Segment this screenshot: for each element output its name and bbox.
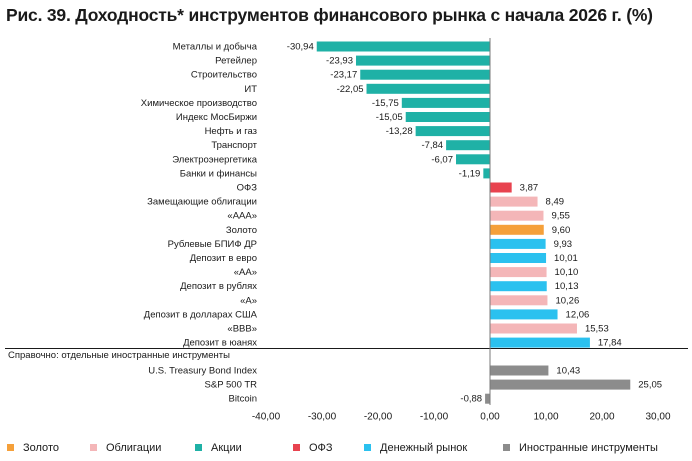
x-tick-label: -20,00 (364, 412, 393, 423)
x-tick-label: 20,00 (589, 412, 614, 423)
data-label: 10,01 (554, 253, 578, 264)
legend-swatch (503, 444, 510, 451)
bar (405, 112, 490, 122)
category-label: Нефть и газ (205, 126, 257, 137)
data-label: 17,84 (598, 338, 622, 349)
legend-entry: Денежный рынок (380, 442, 467, 454)
category-label: Банки и финансы (180, 168, 257, 179)
legend-entry: Иностранные инструменты (519, 442, 658, 454)
bar (490, 337, 590, 348)
data-label: 8,49 (546, 197, 565, 208)
bar (490, 323, 577, 334)
x-tick-label: 10,00 (533, 412, 558, 423)
legend-entry: Золото (23, 442, 59, 454)
bar (456, 154, 490, 165)
legend-swatch (364, 444, 371, 451)
x-tick-label: -30,00 (308, 412, 337, 423)
bar (490, 182, 512, 193)
data-label: -23,93 (326, 56, 353, 67)
data-label: -15,05 (376, 112, 403, 123)
bar (490, 210, 544, 221)
data-label: -1,19 (459, 168, 481, 179)
bar (360, 69, 490, 80)
category-label: «ВВВ» (227, 324, 257, 335)
chart-title: Рис. 39. Доходность* инструментов финанс… (6, 5, 653, 25)
data-label: 15,53 (585, 324, 609, 335)
category-label: «ААА» (227, 211, 257, 222)
bar (490, 267, 547, 278)
bar (490, 295, 548, 306)
category-label: Рублевые БПИФ ДР (168, 239, 257, 250)
category-label: Депозит в рублях (180, 281, 257, 292)
data-label: -30,94 (287, 42, 314, 53)
data-label: 10,10 (555, 267, 579, 278)
bar (490, 253, 547, 263)
bar (490, 196, 538, 207)
legend-entry: Акции (211, 442, 242, 454)
data-label: 10,43 (556, 366, 580, 377)
data-label: 10,26 (555, 295, 579, 306)
category-label: Строительство (191, 70, 257, 81)
data-label: 25,05 (638, 380, 662, 391)
category-label: Транспорт (211, 140, 257, 151)
category-label: S&P 500 TR (205, 380, 258, 391)
bar (355, 55, 490, 66)
bar (446, 140, 490, 151)
bar (401, 97, 490, 108)
bar (490, 365, 549, 376)
data-label: -23,17 (330, 70, 357, 81)
category-label: ОФЗ (237, 183, 258, 194)
bar (490, 379, 631, 390)
category-label: «АА» (234, 267, 257, 278)
legend-swatch (7, 444, 14, 451)
category-label: Ретейлер (215, 56, 257, 67)
category-label: Депозит в юанях (183, 338, 257, 349)
data-label: 9,93 (554, 239, 573, 250)
x-tick-label: 30,00 (645, 412, 670, 423)
bar (415, 126, 490, 137)
category-label: Депозит в евро (190, 253, 257, 264)
data-label: 12,06 (566, 309, 590, 320)
data-label: 9,60 (552, 225, 571, 236)
bar (490, 224, 544, 235)
legend-entry: Облигации (106, 442, 161, 454)
data-label: -22,05 (337, 84, 364, 95)
data-label: -13,28 (386, 126, 413, 137)
data-label: -6,07 (431, 154, 453, 165)
legend-entry: ОФЗ (309, 442, 333, 454)
x-tick-label: 0,00 (480, 412, 500, 423)
data-label: -15,75 (372, 98, 399, 109)
category-label: Замещающие облигации (147, 197, 257, 208)
bar (490, 238, 546, 249)
section-label: Справочно: отдельные иностранные инструм… (8, 350, 230, 361)
bar (483, 168, 490, 179)
bar (490, 309, 558, 320)
bar (485, 393, 490, 404)
bar (316, 41, 490, 52)
legend-swatch (90, 444, 97, 451)
bar (490, 281, 547, 292)
data-label: 3,87 (520, 183, 539, 194)
x-tick-label: -10,00 (420, 412, 449, 423)
data-label: 10,13 (555, 281, 579, 292)
data-label: 9,55 (551, 211, 570, 222)
category-label: Электроэнергетика (172, 154, 257, 165)
category-label: Bitcoin (228, 394, 257, 405)
category-label: Индекс МосБиржи (176, 112, 257, 123)
x-tick-label: -40,00 (252, 412, 281, 423)
category-label: U.S. Treasury Bond Index (148, 366, 257, 377)
category-label: Депозит в долларах США (144, 309, 258, 320)
category-label: Металлы и добыча (173, 42, 258, 53)
legend-swatch (293, 444, 300, 451)
category-label: Золото (226, 225, 257, 236)
category-label: «А» (240, 295, 257, 306)
bar (366, 83, 490, 94)
legend-swatch (195, 444, 202, 451)
category-label: ИТ (244, 84, 257, 95)
category-label: Химическое производство (141, 98, 257, 109)
data-label: -0,88 (460, 394, 482, 405)
data-label: -7,84 (421, 140, 443, 151)
